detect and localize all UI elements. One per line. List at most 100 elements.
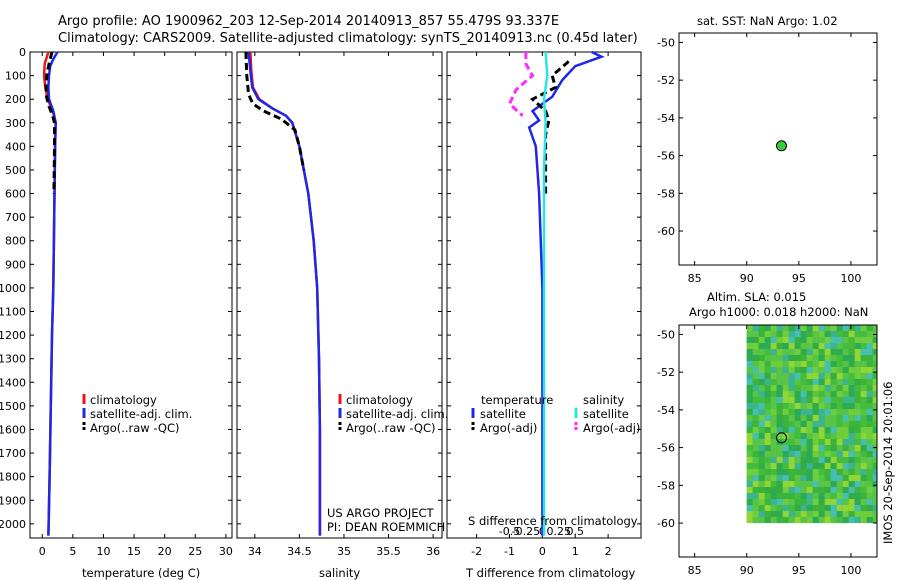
x-tick-label: 5	[69, 545, 76, 558]
sla-cell	[776, 487, 783, 493]
sla-cell	[776, 409, 783, 415]
sla-cell	[806, 337, 813, 343]
sla-cell	[842, 463, 849, 469]
y-tick-label: 1100	[0, 306, 26, 319]
sla-cell	[872, 409, 877, 415]
sla-cell	[818, 481, 825, 487]
sla-cell	[818, 379, 825, 385]
sla-cell	[800, 343, 807, 349]
legend-title-salinity: salinity	[583, 393, 624, 407]
sla-cell	[860, 391, 867, 397]
sla-cell	[752, 457, 759, 463]
temperature-profile-panel: 0 5 10 15 20 25 300100200300400500600700800900…	[0, 46, 233, 558]
sla-cell	[812, 499, 819, 505]
sla-cell	[872, 475, 877, 481]
sla-cell	[800, 409, 807, 415]
sla-cell	[848, 415, 855, 421]
sla-cell	[872, 391, 877, 397]
argo-position-marker	[776, 432, 788, 444]
sla-cell	[776, 475, 783, 481]
sla-cell	[842, 373, 849, 379]
sla-cell	[770, 517, 777, 523]
sla-cell	[830, 349, 837, 355]
sla-cell	[782, 463, 789, 469]
sla-cell	[794, 409, 801, 415]
sla-cell	[836, 481, 843, 487]
sla-cell	[830, 493, 837, 499]
sla-cell	[788, 451, 795, 457]
sla-cell	[746, 409, 753, 415]
sla-cell	[830, 457, 837, 463]
sla-cell	[806, 397, 813, 403]
sla-cell	[770, 451, 777, 457]
sla-cell	[794, 361, 801, 367]
sla-cell	[812, 379, 819, 385]
sla-cell	[836, 475, 843, 481]
sla-cell	[842, 331, 849, 337]
sla-cell	[770, 427, 777, 433]
sla-cell	[866, 403, 873, 409]
sla-cell	[854, 403, 861, 409]
x-top-tick-label: -0.5	[499, 525, 520, 538]
sla-cell	[806, 361, 813, 367]
sla-cell	[830, 511, 837, 517]
sla-cell	[812, 325, 819, 331]
sla-cell	[854, 325, 861, 331]
sla-cell	[782, 499, 789, 505]
sla-cell	[872, 373, 877, 379]
sla-cell	[764, 439, 771, 445]
sla-cell	[776, 415, 783, 421]
sla-cell	[788, 505, 795, 511]
sla-cell	[872, 367, 877, 373]
sla-cell	[794, 325, 801, 331]
y-tick-label: 200	[5, 93, 26, 106]
sla-cell	[764, 415, 771, 421]
y-tick-label: 600	[5, 188, 26, 201]
sla-cell	[860, 445, 867, 451]
sla-cell	[776, 427, 783, 433]
sla-cell	[764, 499, 771, 505]
plot-frame	[446, 51, 642, 539]
sla-cell	[788, 349, 795, 355]
sla-cell	[788, 361, 795, 367]
sla-cell	[794, 403, 801, 409]
sla-cell	[752, 421, 759, 427]
sla-cell	[776, 403, 783, 409]
sla-cell	[752, 475, 759, 481]
sla-cell	[842, 469, 849, 475]
sla-cell	[812, 445, 819, 451]
sla-cell	[752, 355, 759, 361]
sla-cell	[758, 331, 765, 337]
sla-cell	[752, 451, 759, 457]
sla-cell	[806, 469, 813, 475]
sla-cell	[848, 457, 855, 463]
sla-cell	[764, 487, 771, 493]
sla-cell	[770, 469, 777, 475]
sla-cell	[746, 349, 753, 355]
sla-cell	[848, 451, 855, 457]
sla-cell	[776, 493, 783, 499]
sla-cell	[758, 481, 765, 487]
sla-cell	[752, 337, 759, 343]
sla-cell	[866, 373, 873, 379]
sla-cell	[800, 373, 807, 379]
sla-cell	[764, 463, 771, 469]
sla-cell	[848, 439, 855, 445]
sla-cell	[800, 457, 807, 463]
sla-cell	[860, 439, 867, 445]
sla-cell	[746, 475, 753, 481]
sla-cell	[824, 445, 831, 451]
sla-cell	[752, 499, 759, 505]
sla-cell	[764, 493, 771, 499]
sla-cell	[776, 469, 783, 475]
sst-map-title: sat. SST: NaN Argo: 1.02	[697, 14, 838, 28]
sla-cell	[758, 499, 765, 505]
sla-cell	[830, 391, 837, 397]
sla-cell	[872, 361, 877, 367]
sla-cell	[830, 439, 837, 445]
sla-cell	[818, 397, 825, 403]
sla-cell	[830, 415, 837, 421]
sla-cell	[830, 403, 837, 409]
sla-cell	[812, 409, 819, 415]
sla-cell	[812, 343, 819, 349]
